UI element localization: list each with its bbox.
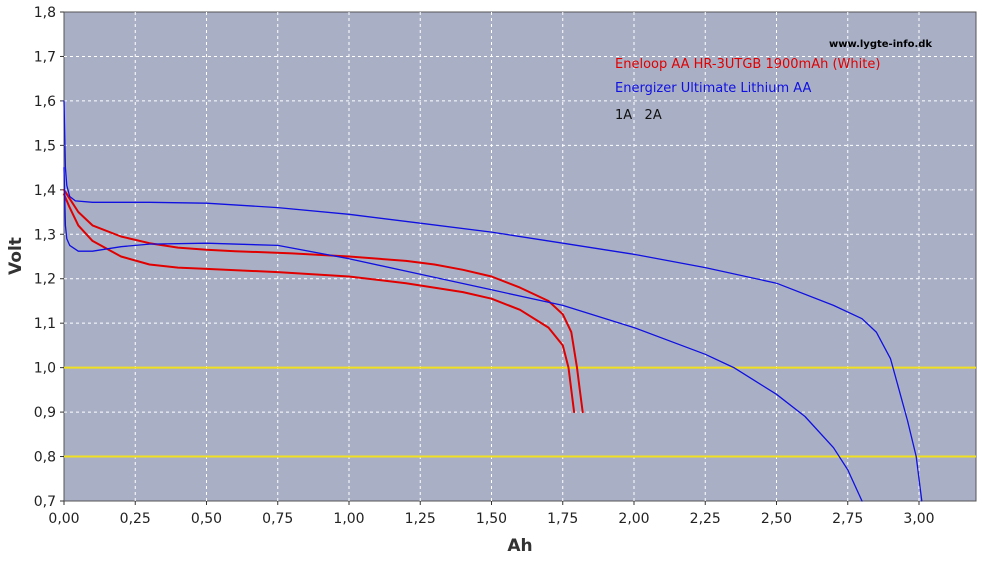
y-tick-labels: 0,7 0,8 0,9 1,0 1,1 1,2 1,3 1,4 1,5 1,6 1,7 1,8 [34, 5, 56, 510]
y-tick-label: 0,7 [34, 494, 56, 510]
y-tick-label: 0,8 [34, 450, 56, 466]
series-line-eneloop-2a [63, 193, 576, 414]
y-tick-label: 0,9 [34, 405, 56, 421]
y-tick-label: 1,5 [34, 138, 56, 154]
x-tick-label: 1,50 [476, 511, 507, 527]
legend-entry-eneloop: Eneloop AA HR-3UTGB 1900mAh (White) [615, 57, 880, 72]
x-tick-label: 2,00 [618, 511, 649, 527]
y-tick-label: 1,4 [34, 183, 56, 199]
y-tick-label: 1,1 [34, 316, 56, 332]
x-tick-labels: 0,00 0,25 0,50 0,75 1,00 1,25 1,50 1,75 2,00 2,25… [48, 511, 934, 527]
x-tick-label: 0,25 [120, 511, 151, 527]
series-line-energizer-1a [63, 100, 923, 502]
reference-lines [64, 366, 976, 458]
x-tick-label: 1,25 [405, 511, 436, 527]
x-tick-label: 2,75 [832, 511, 863, 527]
series-layer [63, 100, 923, 502]
y-tick-label: 1,3 [34, 227, 56, 243]
legend-entry-energizer: Energizer Ultimate Lithium AA [615, 81, 812, 96]
y-tick-label: 1,7 [34, 49, 56, 65]
x-tick-label: 2,25 [690, 511, 721, 527]
watermark-text: www.lygte-info.dk [829, 39, 932, 50]
x-tick-label: 1,00 [333, 511, 364, 527]
x-tick-label: 3,00 [903, 511, 934, 527]
x-tick-label: 0,75 [262, 511, 293, 527]
y-tick-label: 1,6 [34, 94, 56, 110]
x-tick-label: 2,50 [761, 511, 792, 527]
x-axis-title: Ah [507, 536, 532, 556]
x-tick-label: 0,50 [191, 511, 222, 527]
y-tick-label: 1,2 [34, 272, 56, 288]
plot-area [63, 11, 977, 502]
y-tick-label: 1,0 [34, 361, 56, 377]
x-tick-label: 1,75 [547, 511, 578, 527]
y-tick-label: 1,8 [34, 5, 56, 21]
y-axis-title: Volt [6, 237, 26, 275]
legend-currents: 1A 2A [615, 108, 662, 123]
series-line-eneloop-1a [63, 188, 584, 414]
x-tick-label: 0,00 [48, 511, 79, 527]
series-line-energizer-2a [63, 166, 863, 502]
